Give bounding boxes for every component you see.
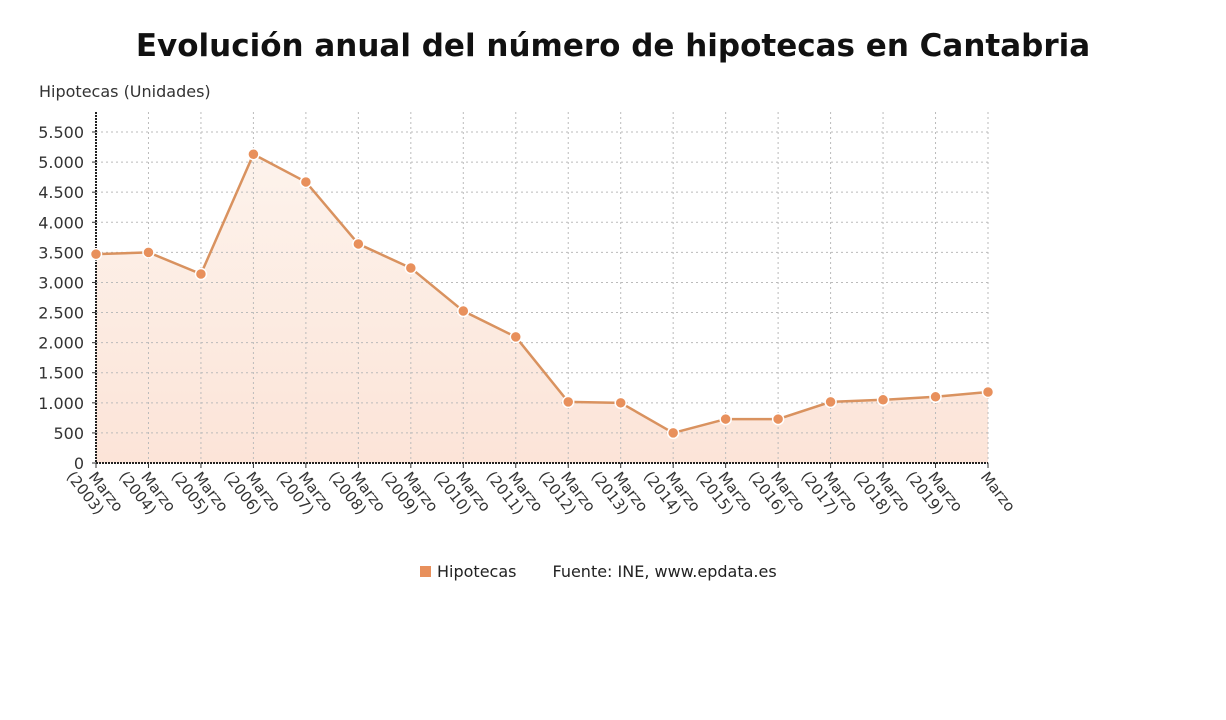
legend: Hipotecas Fuente: INE, www.epdata.es bbox=[420, 562, 777, 581]
x-tick-label: Marzo(2016) bbox=[745, 457, 809, 525]
area-fill bbox=[96, 154, 988, 463]
data-point bbox=[89, 247, 103, 261]
x-tick-label: Marzo(2011) bbox=[483, 457, 547, 525]
data-point bbox=[771, 412, 785, 426]
y-tick-label: 0 bbox=[74, 454, 84, 473]
y-tick-label: 2.000 bbox=[38, 334, 84, 353]
legend-label[interactable]: Hipotecas bbox=[437, 562, 517, 581]
y-tick-label: 5.000 bbox=[38, 153, 84, 172]
data-point bbox=[876, 393, 890, 407]
x-tick-label: Marzo bbox=[977, 468, 1019, 515]
legend-swatch bbox=[420, 566, 431, 577]
data-point bbox=[194, 267, 208, 281]
y-axis-label: Hipotecas (Unidades) bbox=[39, 82, 211, 101]
data-point bbox=[719, 412, 732, 426]
x-tick-label: Marzo(2006) bbox=[220, 457, 284, 525]
x-tick-label: Marzo(2009) bbox=[378, 457, 442, 525]
y-tick-label: 3.500 bbox=[38, 243, 84, 262]
data-point bbox=[509, 330, 523, 344]
x-tick-label: Marzo(2017) bbox=[797, 457, 861, 525]
data-point bbox=[299, 175, 313, 189]
x-tick-label: Marzo(2018) bbox=[850, 457, 914, 525]
data-point bbox=[404, 261, 418, 275]
y-tick-label: 500 bbox=[53, 424, 84, 443]
x-tick-label: Marzo(2014) bbox=[640, 457, 704, 525]
source-text: Fuente: INE, www.epdata.es bbox=[552, 562, 777, 581]
y-tick-label: 5.500 bbox=[38, 123, 84, 142]
x-tick-label: Marzo(2007) bbox=[273, 457, 337, 525]
x-tick-label: Marzo(2010) bbox=[430, 457, 494, 525]
series-line bbox=[95, 152, 989, 435]
chart-title: Evolución anual del número de hipotecas … bbox=[135, 28, 1091, 64]
y-tick-label: 4.000 bbox=[38, 213, 84, 232]
data-point bbox=[614, 396, 627, 410]
x-tick-label: Marzo(2005) bbox=[168, 457, 232, 525]
data-point bbox=[824, 395, 837, 409]
data-point bbox=[929, 390, 942, 404]
x-tick-label: Marzo(2015) bbox=[692, 457, 756, 525]
y-tick-label: 3.000 bbox=[38, 273, 84, 292]
data-point bbox=[247, 148, 260, 161]
x-tick-label: Marzo(2012) bbox=[535, 457, 599, 525]
data-point bbox=[981, 385, 995, 399]
data-point bbox=[561, 395, 575, 409]
data-point bbox=[666, 426, 680, 440]
x-tick-label: Marzo(2013) bbox=[588, 457, 652, 525]
x-tick-label: Marzo(2003) bbox=[63, 457, 127, 525]
y-tick-label: 1.000 bbox=[38, 394, 84, 413]
y-tick-label: 1.500 bbox=[38, 364, 84, 383]
x-tick-label: Marzo(2008) bbox=[325, 457, 389, 525]
y-tick-label: 2.500 bbox=[38, 304, 84, 323]
x-tick-label: Marzo(2004) bbox=[115, 457, 179, 525]
data-point bbox=[142, 246, 155, 259]
y-tick-label: 4.500 bbox=[38, 183, 84, 202]
data-point bbox=[352, 237, 365, 251]
data-point bbox=[457, 304, 470, 318]
x-tick-label: Marzo(2019) bbox=[902, 457, 966, 525]
